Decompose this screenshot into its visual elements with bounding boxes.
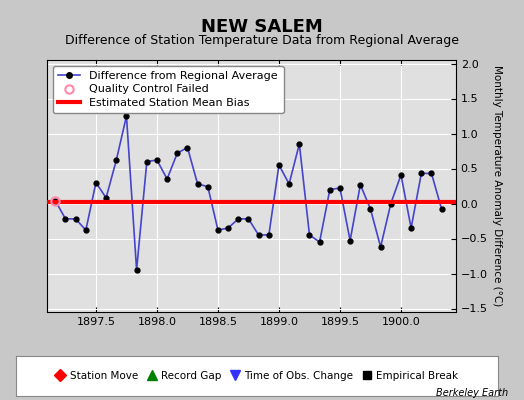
Y-axis label: Monthly Temperature Anomaly Difference (°C): Monthly Temperature Anomaly Difference (… xyxy=(492,65,501,307)
Legend: Station Move, Record Gap, Time of Obs. Change, Empirical Break: Station Move, Record Gap, Time of Obs. C… xyxy=(51,367,463,385)
Legend: Difference from Regional Average, Quality Control Failed, Estimated Station Mean: Difference from Regional Average, Qualit… xyxy=(53,66,283,113)
Text: NEW SALEM: NEW SALEM xyxy=(201,18,323,36)
Text: Berkeley Earth: Berkeley Earth xyxy=(436,388,508,398)
Text: Difference of Station Temperature Data from Regional Average: Difference of Station Temperature Data f… xyxy=(65,34,459,47)
